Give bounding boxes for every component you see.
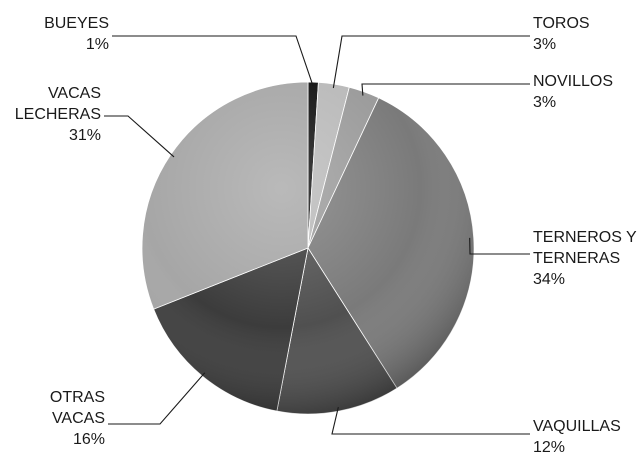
label-otras-vacas: OTRAS VACAS 16% [50, 389, 105, 448]
label-terneros-y-terneras: TERNEROS Y TERNERAS 34% [533, 229, 637, 288]
leader-toros [332, 35, 530, 89]
label-line: 3% [533, 36, 556, 53]
label-toros: TOROS 3% [533, 15, 590, 53]
label-line: 3% [533, 94, 556, 111]
leader-terneros-y-terneras [469, 237, 530, 255]
label-vaquillas: VAQUILLAS 12% [533, 418, 621, 456]
label-line: NOVILLOS [533, 73, 613, 90]
label-line: 34% [533, 271, 565, 288]
label-line: VACAS [52, 410, 105, 427]
label-line: LECHERAS [15, 106, 101, 123]
label-line: VAQUILLAS [533, 418, 621, 435]
label-line: BUEYES [44, 15, 109, 32]
label-line: TERNEROS Y [533, 229, 637, 246]
label-bueyes: BUEYES 1% [44, 15, 109, 53]
label-novillos: NOVILLOS 3% [533, 73, 613, 111]
label-line: 12% [533, 439, 565, 456]
leader-lines [104, 35, 530, 435]
leader-novillos [361, 83, 530, 96]
leader-vaquillas [331, 407, 530, 435]
label-line: TOROS [533, 15, 590, 32]
label-line: 16% [73, 431, 105, 448]
label-line: VACAS [48, 85, 101, 102]
label-line: 1% [86, 36, 109, 53]
leader-otras-vacas [108, 372, 206, 425]
pie-slices [141, 81, 475, 415]
label-vacas-lecheras: VACAS LECHERAS 31% [15, 85, 101, 144]
slice-labels: BUEYES 1%TOROS 3%NOVILLOS 3%TERNEROS Y TERNE… [15, 15, 637, 456]
leader-bueyes [112, 35, 314, 87]
label-line: TERNERAS [533, 250, 620, 267]
label-line: OTRAS [50, 389, 105, 406]
label-line: 31% [69, 127, 101, 144]
leader-vacas-lecheras [104, 115, 175, 158]
